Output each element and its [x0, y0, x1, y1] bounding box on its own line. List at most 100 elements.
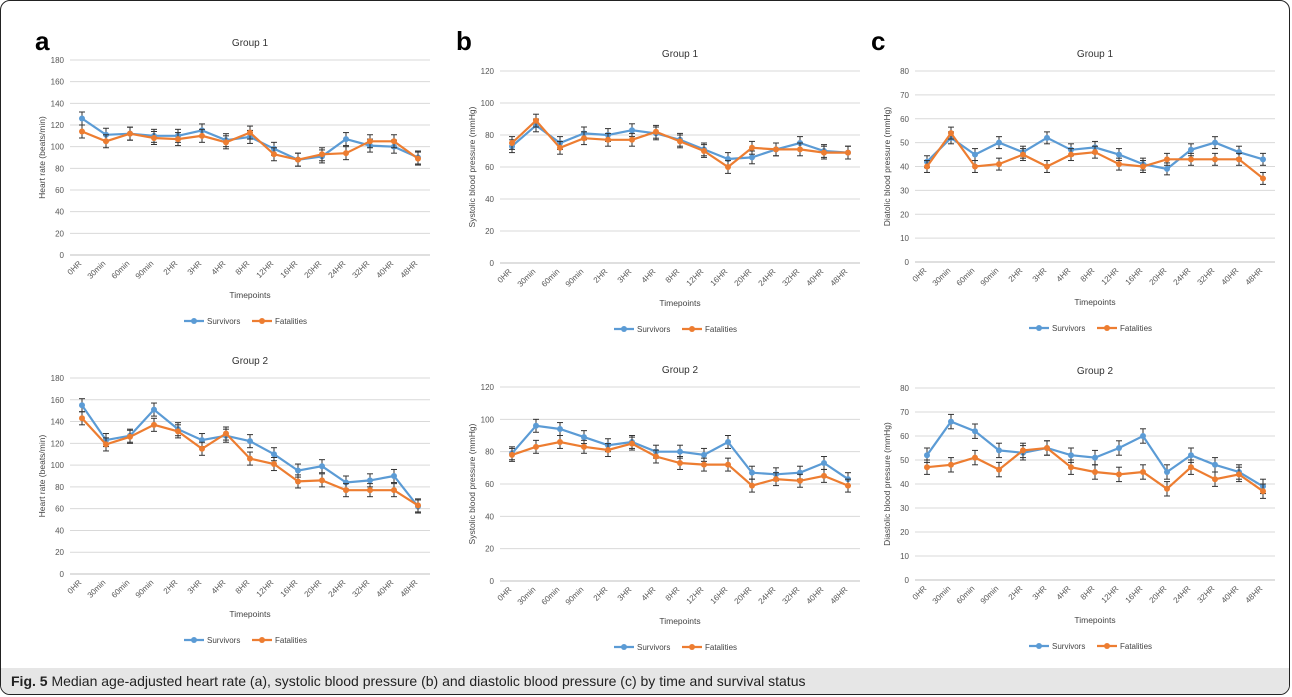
- x-tick-label: 20HR: [303, 259, 324, 280]
- y-tick-label: 40: [55, 526, 64, 535]
- x-tick-label: 0HR: [496, 585, 514, 603]
- y-tick-label: 20: [55, 548, 64, 557]
- y-tick-label: 100: [51, 143, 65, 152]
- data-point-survivors: [629, 127, 635, 134]
- data-point-fatalities: [677, 138, 683, 145]
- data-point-survivors: [319, 463, 325, 470]
- data-point-survivors: [79, 115, 85, 122]
- x-tick-label: 30min: [86, 259, 108, 281]
- x-tick-label: 32HR: [1196, 584, 1217, 605]
- data-point-fatalities: [391, 487, 397, 494]
- x-tick-label: 60min: [540, 585, 562, 607]
- data-point-survivors: [1212, 139, 1218, 146]
- data-point-fatalities: [415, 502, 421, 509]
- x-tick-label: 4HR: [210, 259, 228, 277]
- y-tick-label: 50: [900, 139, 909, 148]
- data-point-fatalities: [605, 136, 611, 143]
- data-point-fatalities: [845, 482, 851, 489]
- data-point-fatalities: [653, 128, 659, 135]
- data-point-fatalities: [1188, 156, 1194, 163]
- x-tick-label: 40HR: [1220, 584, 1241, 605]
- x-tick-label: 8HR: [664, 267, 682, 285]
- data-point-survivors: [151, 406, 157, 413]
- x-tick-label: 30min: [931, 584, 953, 606]
- x-tick-label: 3HR: [186, 259, 204, 277]
- y-tick-label: 140: [51, 99, 65, 108]
- y-axis-label: Heart rate (beats/min): [37, 434, 47, 517]
- data-point-fatalities: [821, 472, 827, 479]
- y-tick-label: 0: [60, 570, 65, 579]
- data-point-survivors: [581, 434, 587, 441]
- data-point-survivors: [1092, 454, 1098, 461]
- x-tick-label: 32HR: [351, 578, 372, 599]
- x-tick-label: 40HR: [805, 267, 826, 288]
- data-point-fatalities: [343, 150, 349, 157]
- y-tick-label: 30: [900, 186, 909, 195]
- y-axis-label: Diastolic blood pressure (mmHg): [882, 422, 892, 546]
- y-axis-label: Systolic blood pressure (mmHg): [467, 106, 477, 227]
- data-point-fatalities: [749, 482, 755, 489]
- x-tick-label: 2HR: [1007, 266, 1025, 284]
- data-point-survivors: [79, 402, 85, 409]
- data-point-survivors: [247, 438, 253, 445]
- x-tick-label: 20HR: [303, 578, 324, 599]
- x-tick-label: 16HR: [709, 267, 730, 288]
- data-point-fatalities: [948, 130, 954, 137]
- data-point-survivors: [343, 136, 349, 143]
- legend-label-fatalities: Fatalities: [1120, 324, 1152, 333]
- panel-letter-c: c: [871, 26, 885, 56]
- x-tick-label: 24HR: [1172, 266, 1193, 287]
- data-point-fatalities: [1044, 163, 1050, 170]
- legend-label-survivors: Survivors: [637, 643, 670, 652]
- data-point-fatalities: [1068, 464, 1074, 471]
- legend-label-survivors: Survivors: [207, 636, 240, 645]
- data-point-fatalities: [175, 428, 181, 435]
- legend-label-fatalities: Fatalities: [705, 325, 737, 334]
- data-point-survivors: [1116, 445, 1122, 451]
- y-tick-label: 0: [490, 259, 495, 268]
- data-point-fatalities: [629, 440, 635, 447]
- x-tick-label: 30min: [516, 585, 538, 607]
- data-point-fatalities: [175, 136, 181, 143]
- legend-label-survivors: Survivors: [207, 317, 240, 326]
- data-point-fatalities: [1212, 476, 1218, 483]
- x-tick-label: 60min: [110, 578, 132, 600]
- data-point-fatalities: [509, 140, 515, 146]
- data-point-fatalities: [1092, 149, 1098, 156]
- data-point-fatalities: [127, 130, 133, 137]
- x-tick-label: 90min: [134, 578, 156, 600]
- data-point-survivors: [996, 139, 1002, 146]
- y-tick-label: 80: [900, 384, 909, 393]
- legend-label-fatalities: Fatalities: [275, 636, 307, 645]
- data-point-fatalities: [103, 138, 109, 145]
- data-point-fatalities: [1260, 175, 1266, 182]
- y-tick-label: 10: [900, 234, 909, 243]
- legend-marker-survivors: [621, 644, 627, 650]
- y-tick-label: 160: [51, 396, 65, 405]
- y-tick-label: 40: [900, 163, 909, 172]
- data-point-fatalities: [701, 461, 707, 468]
- data-point-fatalities: [1068, 151, 1074, 158]
- data-point-survivors: [1140, 433, 1146, 439]
- data-point-fatalities: [533, 443, 539, 450]
- data-point-fatalities: [247, 129, 253, 136]
- y-tick-label: 80: [55, 164, 64, 173]
- x-tick-label: 4HR: [640, 267, 658, 285]
- data-point-fatalities: [1044, 445, 1050, 451]
- data-point-fatalities: [845, 149, 851, 156]
- y-tick-label: 100: [481, 99, 495, 108]
- data-point-fatalities: [1092, 469, 1098, 475]
- data-point-fatalities: [1140, 469, 1146, 475]
- data-point-fatalities: [821, 149, 827, 156]
- x-tick-label: 48HR: [1244, 584, 1265, 605]
- data-point-fatalities: [725, 461, 731, 468]
- x-tick-label: 90min: [564, 585, 586, 607]
- y-tick-label: 0: [905, 258, 910, 267]
- x-tick-label: 60min: [955, 584, 977, 606]
- data-point-fatalities: [367, 487, 373, 494]
- y-tick-label: 60: [55, 186, 64, 195]
- data-point-fatalities: [223, 430, 229, 437]
- data-point-fatalities: [749, 144, 755, 151]
- x-tick-label: 24HR: [757, 267, 778, 288]
